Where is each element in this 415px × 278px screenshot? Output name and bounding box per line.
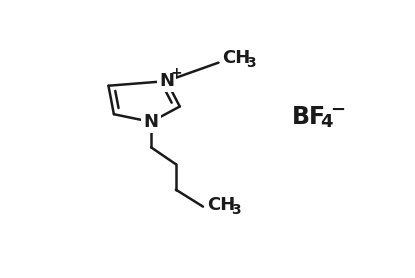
Text: 3: 3: [231, 203, 241, 217]
Text: 4: 4: [320, 113, 332, 131]
Text: CH: CH: [207, 196, 235, 214]
Text: CH: CH: [222, 49, 251, 67]
Text: 3: 3: [247, 56, 256, 70]
Text: N: N: [144, 113, 159, 131]
Text: −: −: [330, 101, 345, 119]
Text: +: +: [171, 66, 182, 80]
Text: BF: BF: [292, 105, 326, 128]
Text: N: N: [159, 72, 174, 90]
